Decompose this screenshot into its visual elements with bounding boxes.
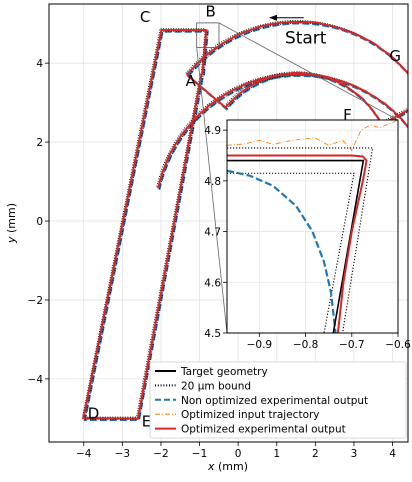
x-tick-label: 2 (312, 448, 319, 460)
x-tick-label: 4 (389, 448, 396, 460)
legend: Target geometry 20 μm bound Non optimized … (149, 361, 407, 439)
non-optimized-output-line (83, 30, 209, 422)
zoom-connector-line (218, 22, 399, 121)
inset-non-optimized-line (227, 169, 337, 333)
annotation-label: Start (285, 28, 327, 48)
x-tick-label: −2 (153, 448, 168, 460)
point-label-a: A (186, 72, 197, 90)
point-label-c: C (140, 8, 150, 26)
y-tick-label: −4 (28, 374, 44, 386)
optimized-output-line (157, 73, 408, 189)
inset-bound-outer-line (227, 147, 374, 333)
point-labels: A B C D E F G Start (88, 3, 401, 431)
legend-label: Optimized experimental output (181, 424, 346, 436)
y-axis-label: y (mm) (5, 203, 18, 244)
zoom-box (196, 22, 220, 48)
start-arrow (269, 14, 304, 21)
legend-label: Optimized input trajectory (181, 409, 320, 421)
y-axis-unit: (mm) (5, 203, 18, 237)
main-frame (48, 3, 409, 443)
inset-ticks: −0.9 −0.8 −0.7 −0.6 4.5 4.6 4.7 4.8 4.9 (204, 125, 411, 351)
inset-bound-inner-line (227, 172, 355, 333)
point-label-f: F (343, 106, 352, 124)
y-axis-symbol: y (5, 236, 18, 244)
point-label-e: E (142, 412, 151, 430)
zoom-connectors (196, 22, 399, 334)
legend-box (149, 361, 407, 439)
inset-target-line (227, 159, 365, 333)
inset-y-tick-label: 4.9 (204, 125, 221, 137)
bound-line-outer (81, 28, 206, 418)
y-tick-label: 4 (36, 58, 43, 70)
inset-x-tick-label: −0.7 (339, 339, 365, 351)
x-tick-label: 0 (235, 448, 242, 460)
legend-label: 20 μm bound (181, 380, 251, 392)
main-ticks: −4 −3 −2 −1 0 1 2 3 4 −4 −2 0 2 4 (28, 58, 397, 460)
start-arrow-head (269, 14, 278, 21)
x-tick-label: 1 (273, 448, 280, 460)
inset-y-tick-label: 4.5 (204, 328, 221, 340)
x-axis-unit: (mm) (215, 460, 249, 473)
inset-x-tick-label: −0.9 (247, 339, 273, 351)
y-tick-label: 2 (36, 137, 43, 149)
bound-line-inner (84, 30, 209, 421)
inset-y-tick-label: 4.6 (204, 277, 221, 289)
x-tick-label: −3 (115, 448, 130, 460)
legend-label: Target geometry (180, 366, 268, 378)
x-tick-label: 3 (351, 448, 358, 460)
point-label-g: G (389, 47, 401, 65)
y-tick-label: −2 (28, 295, 43, 307)
x-axis-label: x (mm) (207, 460, 248, 473)
inset-optimized-output-line (227, 154, 368, 333)
inset-y-tick-label: 4.7 (204, 227, 221, 239)
y-tick-label: 0 (36, 216, 43, 228)
optimized-output-line (82, 29, 208, 420)
x-tick-label: −4 (76, 448, 92, 460)
x-tick-label: −1 (192, 448, 207, 460)
zoom-connector-line (196, 47, 228, 334)
inset-optimized-input-line (227, 120, 398, 152)
inset-curves (227, 120, 398, 333)
x-axis-symbol: x (207, 460, 215, 473)
inset-x-tick-label: −0.8 (293, 339, 319, 351)
inset-x-tick-label: −0.6 (385, 339, 411, 351)
legend-label: Non optimized experimental output (181, 395, 368, 407)
point-label-b: B (205, 3, 215, 21)
inset-frame (226, 119, 399, 334)
inset-background (227, 120, 398, 333)
point-label-d: D (88, 404, 100, 422)
inset-y-tick-label: 4.8 (204, 176, 221, 188)
